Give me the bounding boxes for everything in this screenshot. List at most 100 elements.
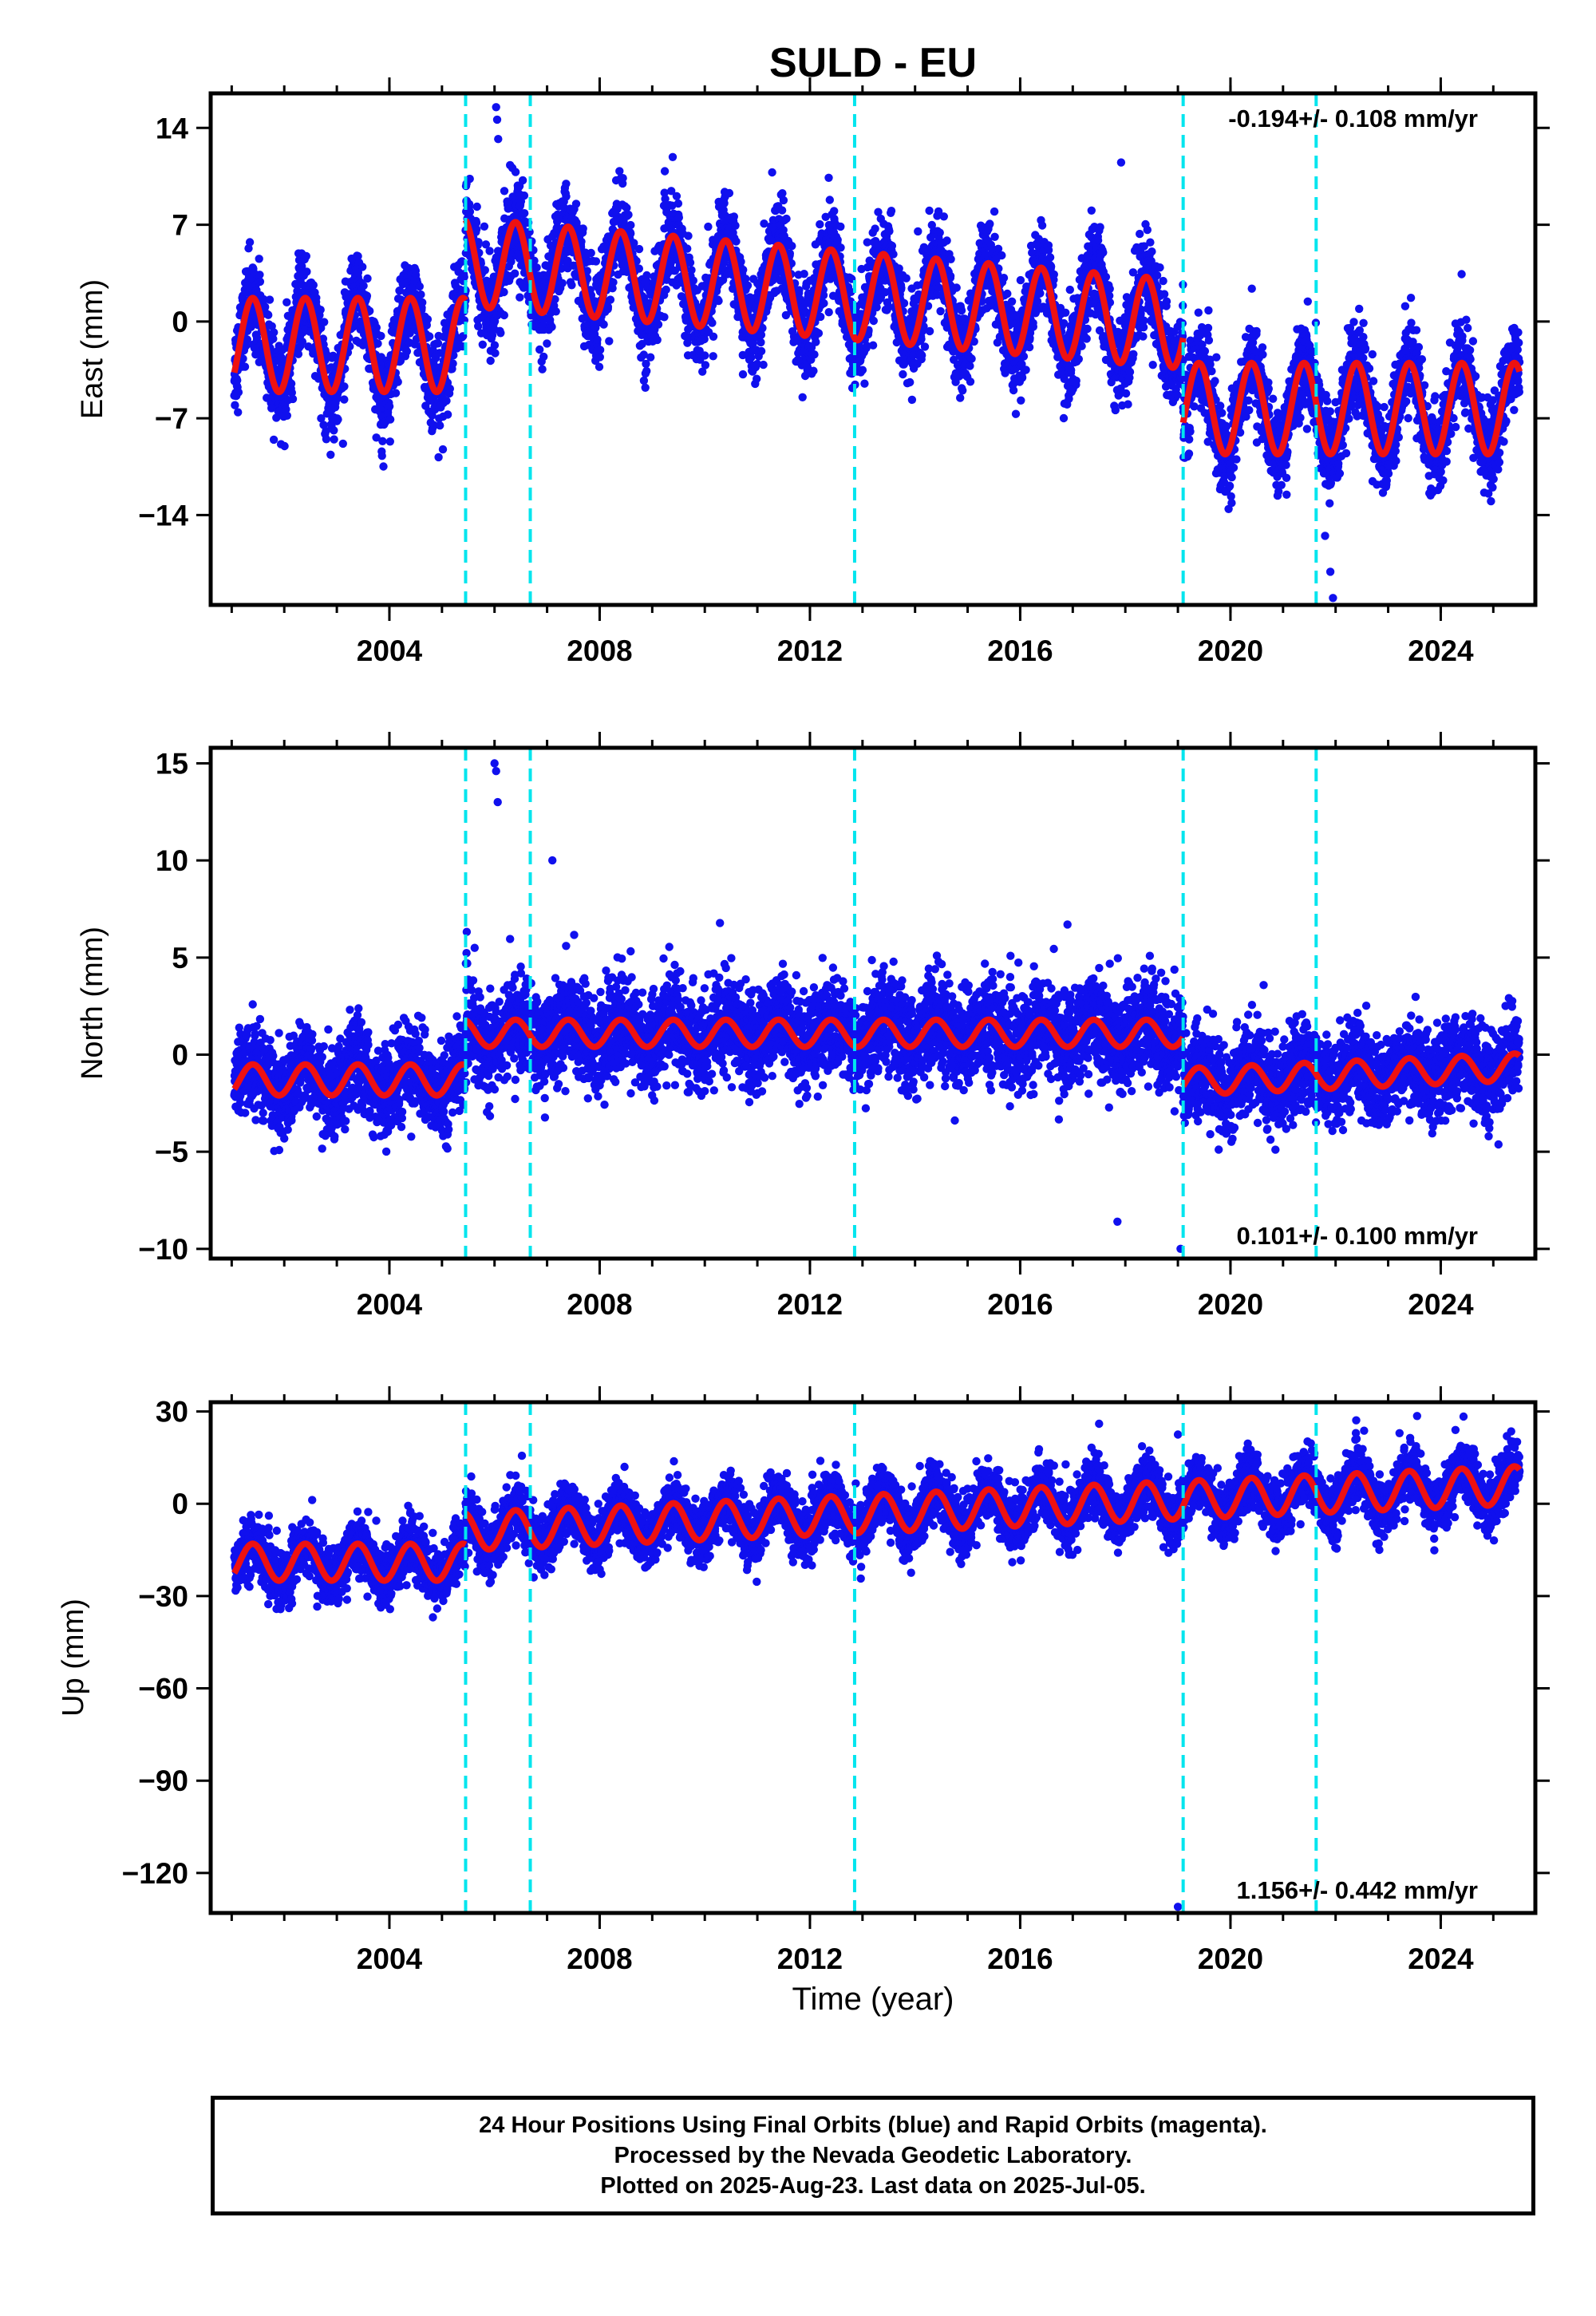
data-point (242, 342, 251, 350)
data-point (500, 310, 508, 320)
data-point (1011, 409, 1021, 418)
data-point (738, 370, 748, 379)
data-point (317, 414, 326, 423)
data-point (946, 271, 955, 281)
data-point (362, 291, 372, 300)
data-point (609, 278, 618, 287)
data-point (562, 192, 571, 201)
data-point (322, 435, 331, 444)
data-point (709, 332, 718, 341)
data-point (354, 268, 363, 277)
data-point (1003, 289, 1012, 298)
data-point (824, 173, 833, 182)
data-point (689, 276, 697, 285)
data-point (532, 263, 541, 272)
data-point (460, 272, 468, 282)
data-point (302, 267, 311, 276)
data-point (887, 241, 897, 251)
data-point (567, 281, 576, 290)
data-point (302, 251, 310, 261)
data-point (255, 277, 265, 287)
data-point (957, 306, 966, 315)
data-point (280, 441, 289, 451)
data-point (465, 207, 475, 216)
data-point (810, 350, 819, 359)
data-point (757, 338, 765, 347)
data-point (415, 282, 424, 291)
data-point (860, 379, 869, 388)
data-point (511, 168, 520, 176)
data-point (252, 334, 262, 342)
data-point (239, 354, 247, 363)
data-point (591, 257, 601, 266)
data-point (309, 281, 318, 290)
data-point (571, 200, 581, 208)
data-point (543, 339, 551, 348)
data-point (520, 209, 529, 218)
data-point (511, 269, 519, 278)
data-point (990, 207, 999, 216)
data-point (234, 408, 243, 417)
data-point (377, 452, 386, 460)
data-point (902, 274, 911, 283)
data-point (595, 346, 605, 354)
data-point (359, 281, 368, 290)
data-point (660, 167, 670, 176)
plot-area (230, 93, 1524, 605)
data-point (952, 283, 961, 292)
data-point (685, 258, 695, 267)
data-point (683, 244, 692, 253)
data-point (779, 196, 788, 205)
data-point (871, 224, 879, 233)
data-point (393, 377, 402, 386)
data-point (481, 240, 491, 249)
data-point (418, 298, 427, 307)
data-point (605, 337, 614, 346)
data-point (287, 388, 296, 397)
data-point (261, 302, 270, 311)
data-point (496, 329, 505, 338)
data-point (298, 338, 307, 346)
data-point (946, 255, 955, 263)
figure-title: SULD - EU (769, 40, 977, 86)
data-point (816, 219, 824, 229)
data-point (814, 329, 824, 338)
data-point (435, 349, 444, 358)
data-point (920, 342, 930, 351)
data-point (830, 207, 839, 215)
data-point (622, 204, 631, 212)
data-point (433, 339, 443, 348)
data-point (379, 462, 388, 471)
data-point (1021, 366, 1030, 374)
data-point (942, 236, 951, 245)
data-point (759, 360, 768, 370)
data-point (668, 152, 678, 161)
data-point (936, 306, 945, 316)
data-point (474, 322, 483, 330)
data-point (587, 248, 595, 258)
data-point (516, 293, 524, 302)
data-point (1017, 396, 1025, 405)
data-point (538, 365, 547, 373)
data-point (634, 244, 644, 254)
data-point (782, 214, 791, 223)
data-point (998, 251, 1006, 260)
data-point (231, 401, 239, 409)
data-point (595, 362, 604, 371)
data-point (330, 426, 338, 435)
data-point (340, 395, 349, 404)
data-point (812, 338, 820, 346)
data-point (820, 298, 828, 308)
data-point (824, 308, 833, 317)
data-point (899, 370, 907, 379)
data-point (935, 228, 944, 237)
data-point (603, 302, 613, 311)
data-point (443, 410, 452, 419)
data-point (646, 353, 655, 362)
data-point (234, 388, 243, 397)
data-point (701, 361, 710, 370)
data-point (240, 362, 250, 371)
data-point (615, 167, 624, 176)
data-point (906, 377, 915, 387)
data-point (562, 180, 571, 188)
